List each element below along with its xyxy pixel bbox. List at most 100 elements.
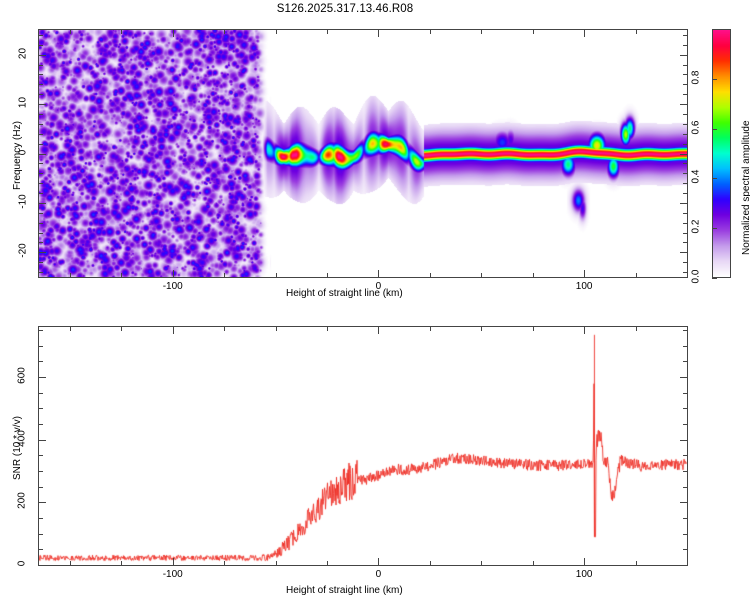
tick-mark	[683, 272, 687, 274]
tick-mark	[39, 518, 43, 520]
tick-mark	[39, 54, 46, 56]
tick-mark	[683, 113, 687, 115]
tick-mark	[39, 44, 43, 46]
tick-mark	[683, 84, 687, 86]
tick-mark	[121, 327, 123, 331]
tick-mark	[712, 128, 717, 130]
snr-axes	[38, 326, 688, 566]
axis-tick-label: 0	[375, 281, 382, 292]
tick-mark	[39, 502, 46, 504]
tick-mark	[39, 232, 43, 234]
tick-mark	[39, 202, 46, 204]
tick-mark	[680, 377, 687, 379]
tick-mark	[683, 232, 687, 234]
tick-mark	[39, 272, 43, 274]
page-title: S126.2025.317.13.46.R08	[276, 3, 414, 15]
tick-mark	[683, 133, 687, 135]
colorbar-image	[713, 30, 730, 277]
tick-mark	[635, 30, 637, 34]
tick-mark	[39, 133, 43, 135]
tick-mark	[683, 44, 687, 46]
axis-tick-label: 100	[575, 569, 593, 580]
tick-mark	[39, 153, 46, 155]
tick-mark	[39, 143, 43, 145]
tick-mark	[172, 558, 174, 565]
axis-tick-label: -20	[17, 243, 29, 259]
tick-mark	[683, 193, 687, 195]
tick-mark	[121, 561, 123, 565]
axis-tick-label: 0	[375, 569, 382, 580]
axis-tick-label: 0	[16, 560, 28, 567]
tick-mark	[39, 183, 43, 185]
tick-mark	[584, 327, 586, 334]
tick-mark	[683, 173, 687, 175]
tick-mark	[39, 252, 46, 254]
axis-tick-label: 100	[575, 281, 593, 292]
tick-mark	[683, 549, 687, 551]
tick-mark	[378, 30, 380, 37]
tick-mark	[39, 330, 43, 332]
tick-mark	[429, 273, 431, 277]
axis-tick-label: 0.2	[690, 219, 702, 234]
axis-tick-label: 200	[16, 492, 28, 510]
tick-mark	[39, 173, 43, 175]
tick-mark	[687, 561, 688, 565]
tick-mark	[532, 327, 534, 331]
tick-mark	[683, 533, 687, 535]
tick-mark	[172, 327, 174, 334]
tick-mark	[680, 202, 687, 204]
axis-tick-label: 10	[17, 97, 29, 109]
tick-mark	[39, 455, 43, 457]
tick-mark	[680, 104, 687, 106]
tick-mark	[224, 30, 226, 34]
tick-mark	[683, 455, 687, 457]
axis-tick-label: 0	[17, 149, 29, 155]
tick-mark	[683, 361, 687, 363]
tick-mark	[683, 471, 687, 473]
tick-mark	[680, 439, 687, 441]
tick-mark	[69, 327, 71, 331]
tick-mark	[683, 392, 687, 394]
axis-tick-label: 0.0	[690, 269, 702, 284]
tick-mark	[39, 565, 46, 566]
tick-mark	[327, 561, 328, 565]
tick-mark	[584, 558, 586, 565]
tick-mark	[683, 143, 687, 145]
tick-mark	[683, 94, 687, 96]
tick-mark	[39, 74, 43, 76]
tick-mark	[39, 242, 43, 244]
tick-mark	[687, 273, 688, 277]
tick-mark	[39, 408, 43, 410]
tick-mark	[224, 561, 226, 565]
tick-mark	[683, 163, 687, 165]
tick-mark	[39, 212, 43, 214]
tick-mark	[275, 273, 277, 277]
tick-mark	[683, 34, 687, 36]
tick-mark	[429, 30, 431, 34]
tick-mark	[712, 228, 717, 230]
tick-mark	[532, 561, 534, 565]
tick-mark	[69, 273, 71, 277]
tick-mark	[39, 345, 43, 347]
tick-mark	[683, 424, 687, 426]
axis-tick-label: -100	[162, 569, 183, 580]
axis-tick-label: -100	[162, 281, 183, 292]
tick-mark	[39, 361, 43, 363]
tick-mark	[683, 183, 687, 185]
tick-mark	[172, 270, 174, 277]
tick-mark	[327, 273, 328, 277]
tick-mark	[429, 561, 431, 565]
tick-mark	[712, 178, 717, 180]
spectrogram-image	[39, 30, 687, 277]
tick-mark	[635, 561, 637, 565]
tick-mark	[680, 502, 687, 504]
tick-mark	[683, 212, 687, 214]
tick-mark	[712, 78, 717, 80]
tick-mark	[39, 486, 43, 488]
tick-mark	[39, 94, 43, 96]
tick-mark	[429, 327, 431, 331]
tick-mark	[275, 30, 277, 34]
tick-mark	[172, 30, 174, 37]
tick-mark	[635, 273, 637, 277]
